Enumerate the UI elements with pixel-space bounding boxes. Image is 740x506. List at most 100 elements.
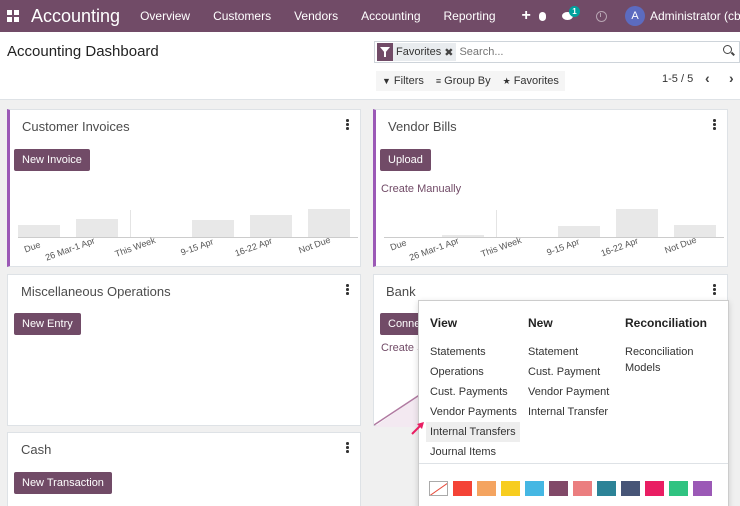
card-title[interactable]: Bank: [386, 284, 416, 299]
pointer-arrow-icon: [411, 422, 424, 435]
group-by-button[interactable]: ≡ Group By: [430, 75, 497, 87]
dropdown-new-column: New Statement Cust. Payment Vendor Payme…: [528, 316, 609, 422]
star-icon: ★: [502, 75, 511, 86]
upload-button[interactable]: Upload: [380, 149, 431, 171]
card-menu-icon[interactable]: [713, 284, 716, 295]
pager-previous-button[interactable]: ‹: [705, 70, 710, 86]
menu-vendors[interactable]: Vendors: [294, 9, 339, 23]
apps-menu-icon[interactable]: [7, 10, 19, 22]
bank-card-dropdown-menu: View Statements Operations Cust. Payment…: [418, 300, 729, 506]
favorites-label: Favorites: [513, 75, 559, 87]
filters-button[interactable]: ▼ Filters: [376, 75, 430, 87]
journal-card-misc-operations: Miscellaneous Operations New Entry: [7, 274, 361, 426]
bar-9-15apr[interactable]: [558, 226, 600, 238]
label-this-week: This Week: [113, 235, 157, 259]
label-not-due: Not Due: [297, 234, 332, 256]
favorites-button[interactable]: ★ Favorites: [497, 75, 565, 87]
color-swatch-dark-purple[interactable]: [549, 481, 568, 496]
color-swatch-teal[interactable]: [597, 481, 616, 496]
label-due: Due: [388, 237, 408, 253]
group-by-label: Group By: [444, 75, 491, 87]
card-title[interactable]: Vendor Bills: [388, 119, 457, 134]
card-title[interactable]: Customer Invoices: [22, 119, 130, 134]
create-manually-link[interactable]: Create Manually: [381, 183, 462, 195]
new-statement[interactable]: Statement: [528, 346, 579, 358]
card-title[interactable]: Miscellaneous Operations: [21, 284, 171, 299]
bar-not-due[interactable]: [308, 209, 350, 238]
invoice-x-labels: Due 26 Mar-1 Apr This Week 9-15 Apr 16-2…: [20, 234, 360, 263]
color-swatch-dark-blue[interactable]: [621, 481, 640, 496]
bar-26mar-1apr[interactable]: [442, 235, 484, 238]
new-heading: New: [528, 316, 553, 330]
control-panel: Accounting Dashboard Favorites ✖ ▼Filter…: [0, 32, 740, 100]
card-menu-icon[interactable]: [346, 442, 349, 453]
new-vendor-payment[interactable]: Vendor Payment: [528, 386, 610, 398]
color-swatch-light-blue[interactable]: [525, 481, 544, 496]
facet-remove-icon[interactable]: ✖: [444, 46, 454, 59]
reconciliation-models-link[interactable]: Reconciliation Models: [625, 342, 707, 376]
user-name[interactable]: Administrator (cb05: [650, 9, 740, 23]
search-bar[interactable]: Favorites ✖: [374, 41, 740, 63]
pager-next-button[interactable]: ›: [729, 70, 734, 86]
pager-value[interactable]: 1-5 / 5: [662, 73, 694, 85]
menu-overview[interactable]: Overview: [140, 9, 191, 23]
reconciliation-heading: Reconciliation: [625, 316, 708, 330]
journal-card-cash: Cash New Transaction: [7, 432, 361, 506]
bar-not-due[interactable]: [674, 225, 716, 238]
color-swatch-green[interactable]: [669, 481, 688, 496]
top-navbar: Accounting Overview Customers Vendors Ac…: [0, 0, 740, 32]
menu-accounting[interactable]: Accounting: [361, 9, 421, 23]
journal-card-customer-invoices: Customer Invoices New Invoice Due 26 Mar…: [7, 109, 361, 267]
facet-label: Favorites: [396, 46, 442, 58]
bar-26mar-1apr[interactable]: [76, 219, 118, 238]
view-journal-items[interactable]: Journal Items: [430, 446, 497, 458]
label-9-15apr: 9-15 Apr: [545, 236, 581, 258]
bar-16-22apr[interactable]: [250, 215, 292, 238]
menu-customers[interactable]: Customers: [213, 9, 272, 23]
page-title: Accounting Dashboard: [7, 43, 159, 60]
user-avatar[interactable]: A: [625, 6, 645, 26]
bar-9-15apr[interactable]: [192, 220, 234, 238]
bills-bar-chart: [384, 208, 724, 238]
card-menu-icon[interactable]: [346, 119, 349, 130]
messages-icon[interactable]: 1: [562, 6, 580, 22]
view-cust-payments[interactable]: Cust. Payments: [430, 386, 508, 398]
color-swatch-none[interactable]: [429, 481, 448, 496]
debug-icon[interactable]: [536, 10, 548, 22]
bills-x-labels: Due 26 Mar-1 Apr This Week 9-15 Apr 16-2…: [386, 235, 726, 263]
new-transaction-button[interactable]: New Transaction: [14, 472, 112, 494]
card-title[interactable]: Cash: [21, 442, 52, 457]
add-menu-button[interactable]: +: [521, 7, 531, 24]
view-internal-transfers[interactable]: Internal Transfers: [426, 422, 520, 442]
list-icon: ≡: [435, 76, 442, 86]
color-swatch-yellow[interactable]: [501, 481, 520, 496]
view-heading: View: [430, 316, 458, 330]
view-vendor-payments[interactable]: Vendor Payments: [430, 406, 517, 418]
search-icon[interactable]: [723, 45, 735, 57]
new-cust-payment[interactable]: Cust. Payment: [528, 366, 601, 378]
dropdown-view-column: View Statements Operations Cust. Payment…: [426, 316, 520, 462]
new-invoice-button[interactable]: New Invoice: [14, 149, 90, 171]
new-internal-transfer[interactable]: Internal Transfer: [528, 406, 609, 418]
filters-label: Filters: [393, 75, 424, 87]
bar-due[interactable]: [18, 225, 60, 238]
view-statements[interactable]: Statements: [430, 346, 486, 358]
card-menu-icon[interactable]: [713, 119, 716, 130]
color-swatch-purple[interactable]: [693, 481, 712, 496]
bar-16-22apr[interactable]: [616, 209, 658, 238]
label-16-22apr: 16-22 Apr: [599, 235, 640, 259]
card-menu-icon[interactable]: [346, 284, 349, 295]
connect-button[interactable]: Conne: [380, 313, 420, 335]
color-swatch-orange[interactable]: [477, 481, 496, 496]
app-title[interactable]: Accounting: [31, 5, 121, 26]
color-swatch-fuchsia[interactable]: [645, 481, 664, 496]
create-statement-link[interactable]: Create S: [381, 342, 425, 354]
search-input[interactable]: [459, 46, 660, 58]
label-16-22apr: 16-22 Apr: [233, 235, 274, 259]
view-operations[interactable]: Operations: [430, 366, 484, 378]
activity-clock-icon[interactable]: [596, 10, 607, 22]
new-entry-button[interactable]: New Entry: [14, 313, 81, 335]
color-swatch-salmon[interactable]: [573, 481, 592, 496]
menu-reporting[interactable]: Reporting: [443, 9, 496, 23]
color-swatch-red[interactable]: [453, 481, 472, 496]
